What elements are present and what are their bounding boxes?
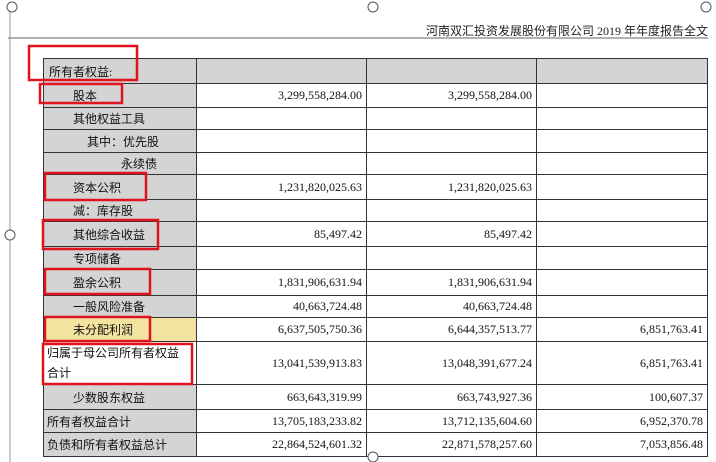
- value-cell: [367, 247, 537, 270]
- value-cell: [197, 58, 367, 84]
- value-cell: [537, 58, 708, 84]
- value-cell: 100,607.37: [537, 385, 708, 410]
- value-cell: [537, 153, 708, 175]
- value-cell: [537, 175, 708, 200]
- row-label: 一般风险准备: [43, 296, 197, 318]
- value-cell: 663,643,319.99: [197, 385, 367, 410]
- value-cell: 1,231,820,025.63: [197, 175, 367, 200]
- value-cell: 85,497.42: [197, 222, 367, 247]
- value-cell: 22,864,524,601.32: [197, 433, 367, 457]
- value-cell: 6,851,763.41: [537, 342, 708, 385]
- value-cell: 13,712,135,604.60: [367, 410, 537, 433]
- row-label: 减：库存股: [43, 200, 197, 222]
- value-cell: [537, 84, 708, 108]
- value-cell: [367, 58, 537, 84]
- value-cell: [197, 108, 367, 130]
- row-label: 其他综合收益: [43, 222, 197, 247]
- row-label: 所有者权益:: [43, 58, 197, 84]
- value-cell: 22,871,578,257.60: [367, 433, 537, 457]
- row-label: 未分配利润: [43, 318, 197, 342]
- row-label: 少数股东权益: [43, 385, 197, 410]
- value-cell: 1,831,906,631.94: [367, 270, 537, 296]
- row-label: 永续债: [43, 153, 197, 175]
- value-cell: 3,299,558,284.00: [197, 84, 367, 108]
- value-cell: 6,851,763.41: [537, 318, 708, 342]
- value-cell: [537, 200, 708, 222]
- value-cell: [197, 130, 367, 153]
- value-cell: 85,497.42: [367, 222, 537, 247]
- value-cell: [197, 247, 367, 270]
- value-cell: 13,041,539,913.83: [197, 342, 367, 385]
- value-cell: 3,299,558,284.00: [367, 84, 537, 108]
- row-label: 盈余公积: [43, 270, 197, 296]
- value-cell: 7,053,856.48: [537, 433, 708, 457]
- value-cell: 6,637,505,750.36: [197, 318, 367, 342]
- value-cell: [367, 153, 537, 175]
- value-cell: 663,743,927.36: [367, 385, 537, 410]
- report-title: 河南双汇投资发展股份有限公司 2019 年年度报告全文: [425, 24, 708, 38]
- row-label: 专项储备: [43, 247, 197, 270]
- row-label: 其中：优先股: [43, 130, 197, 153]
- value-cell: [367, 200, 537, 222]
- value-cell: 40,663,724.48: [197, 296, 367, 318]
- value-cell: [537, 108, 708, 130]
- value-cell: 6,952,370.78: [537, 410, 708, 433]
- value-cell: 6,644,357,513.77: [367, 318, 537, 342]
- value-cell: 40,663,724.48: [367, 296, 537, 318]
- value-cell: [197, 153, 367, 175]
- row-label: 负债和所有者权益总计: [43, 433, 197, 457]
- value-cell: [537, 247, 708, 270]
- row-label: 所有者权益合计: [43, 410, 197, 433]
- value-cell: 13,048,391,677.24: [367, 342, 537, 385]
- value-cell: 1,831,906,631.94: [197, 270, 367, 296]
- row-label: 资本公积: [43, 175, 197, 200]
- value-cell: [537, 296, 708, 318]
- row-label: 股本: [43, 84, 197, 108]
- row-label: 其他权益工具: [43, 108, 197, 130]
- value-cell: [367, 108, 537, 130]
- value-cell: [537, 130, 708, 153]
- value-cell: [197, 200, 367, 222]
- row-label: 归属于母公司所有者权益合计: [43, 342, 197, 385]
- value-cell: [537, 270, 708, 296]
- value-cell: [537, 222, 708, 247]
- value-cell: [367, 130, 537, 153]
- value-cell: 13,705,183,233.82: [197, 410, 367, 433]
- value-cell: 1,231,820,025.63: [367, 175, 537, 200]
